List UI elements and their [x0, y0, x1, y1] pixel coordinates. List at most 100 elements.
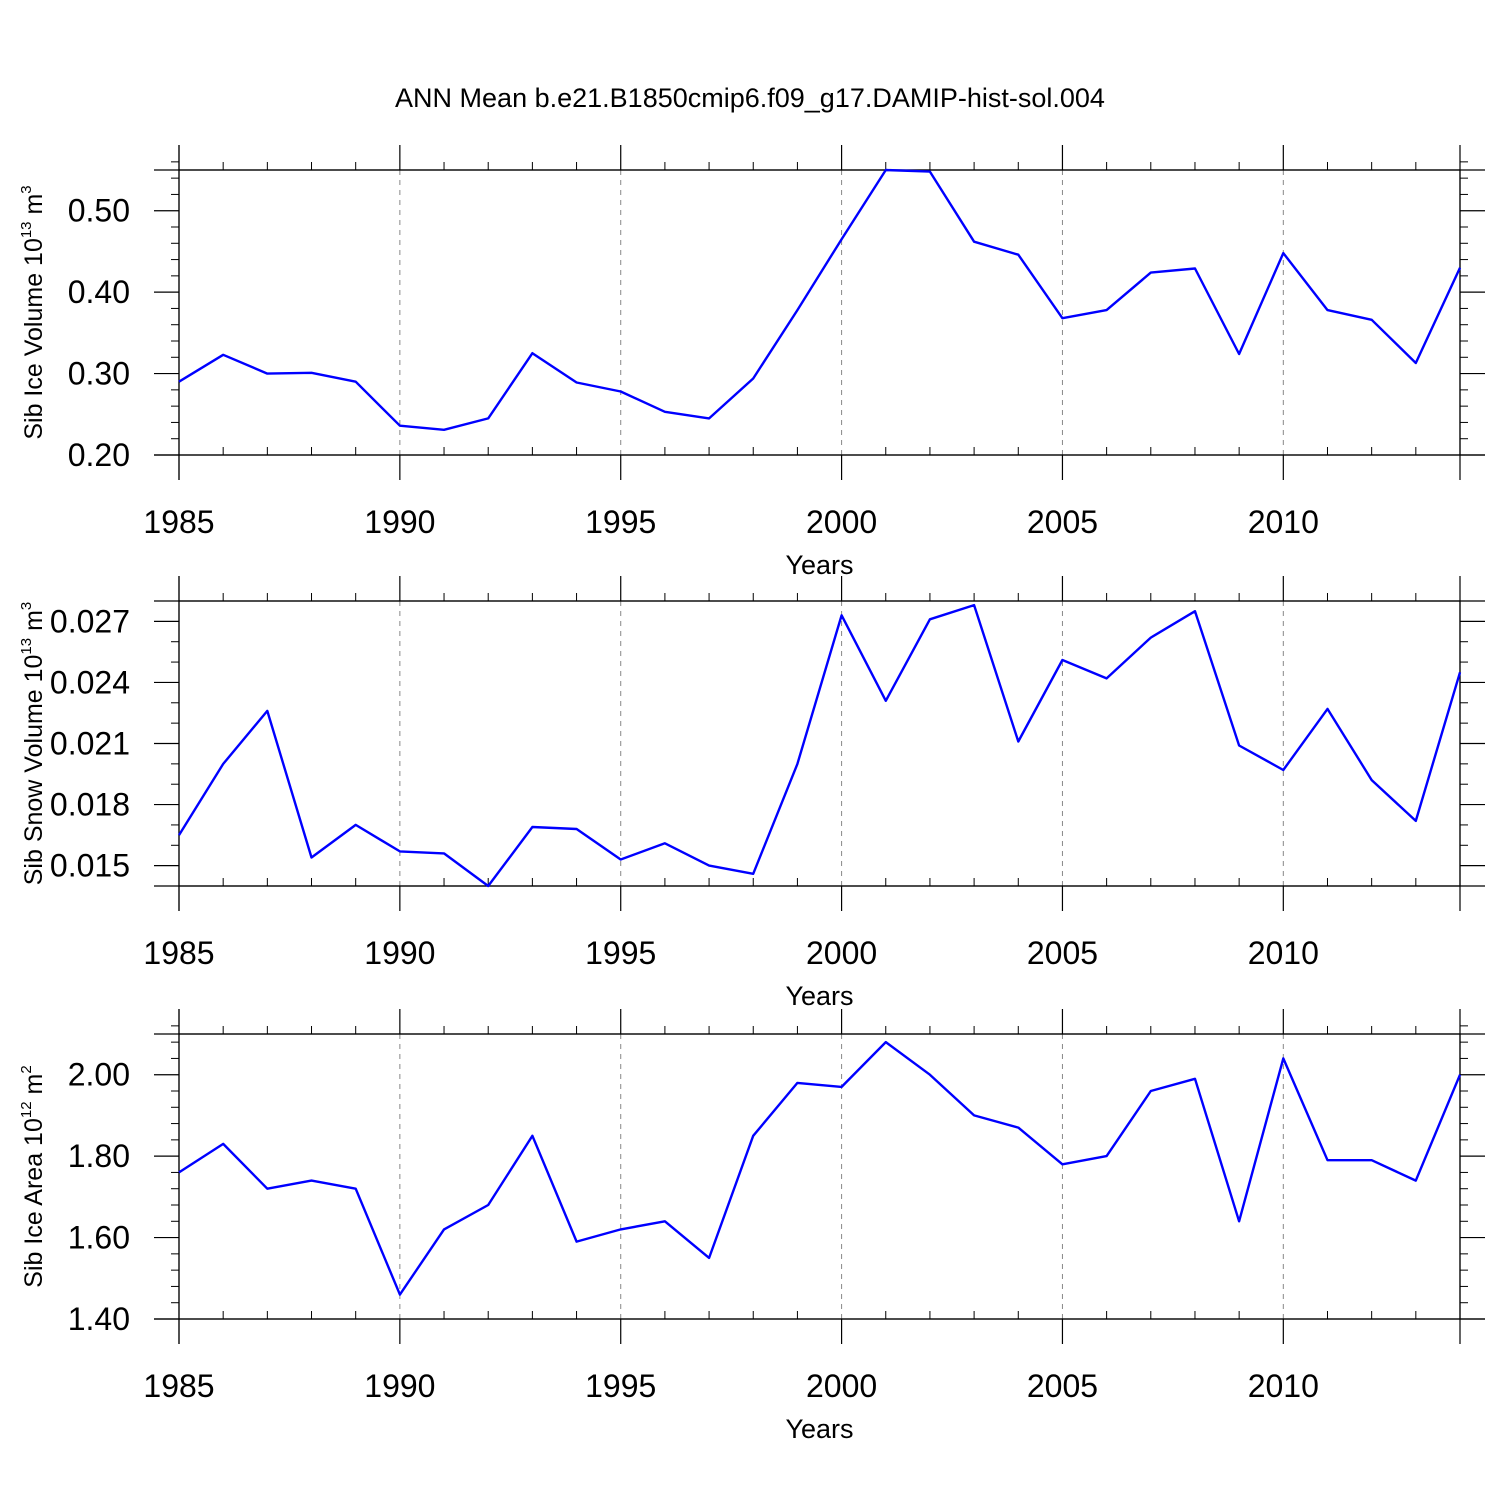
data-point [840, 613, 844, 617]
data-point [575, 1240, 579, 1244]
data-point [884, 1040, 888, 1044]
data-point [1325, 707, 1329, 711]
plot-frame [178, 169, 1461, 456]
panel-ice-area: 1985 1990 1995 2000 2005 2010 1.40 1.60 1.80 2.00… [18, 1009, 1485, 1444]
panel-ice-volume: 1985 1990 1995 2000 2005 2010 0.20 0.30 0.40 0.50… [18, 145, 1485, 580]
data-point [265, 372, 269, 376]
data-point [442, 851, 446, 855]
x-axis-label: Years [785, 1414, 853, 1444]
data-point [751, 1134, 755, 1138]
y-axis-label: Sib Ice Area 1012 m2 [18, 1065, 48, 1287]
data-point [1414, 819, 1418, 823]
data-point [619, 858, 623, 862]
y-axis-label: Sib Snow Volume 1013 m3 [18, 602, 48, 886]
data-point [354, 380, 358, 384]
data-point [177, 1170, 181, 1174]
y-tick-label: 0.024 [50, 664, 130, 700]
panel-snow-volume: 1985 1990 1995 2000 2005 2010 0.015 0.018 0.021 0… [18, 576, 1485, 1011]
data-point [1193, 1077, 1197, 1081]
x-tick-label: 1985 [143, 1368, 214, 1404]
y-tick-label: 1.40 [68, 1301, 130, 1337]
y-tick-label: 0.40 [68, 274, 130, 310]
data-point [972, 240, 976, 244]
data-point [310, 856, 314, 860]
y-tick-label: 0.20 [68, 437, 130, 473]
data-point [1325, 308, 1329, 312]
data-point [1370, 778, 1374, 782]
data-point [1237, 1219, 1241, 1223]
data-point [530, 825, 534, 829]
y-tick-label: 0.30 [68, 356, 130, 392]
data-point [1237, 744, 1241, 748]
y-tick-label: 0.015 [50, 848, 130, 884]
data-point [928, 1073, 932, 1077]
data-point [972, 603, 976, 607]
data-point [795, 1081, 799, 1085]
data-point [663, 1219, 667, 1223]
x-tick-label: 2000 [806, 504, 877, 540]
data-point [1060, 658, 1064, 662]
data-point [221, 762, 225, 766]
data-point [663, 841, 667, 845]
y-axis-label-unit-exponent: 2 [18, 1065, 35, 1073]
y-axis-label-unit-exponent: 3 [18, 602, 35, 610]
plot-frame [178, 1033, 1461, 1320]
panels: 1985 1990 1995 2000 2005 2010 0.20 0.30 0.40 0.50… [18, 145, 1485, 1444]
y-tick-label: 2.00 [68, 1057, 130, 1093]
data-point [1458, 266, 1462, 270]
data-point [619, 389, 623, 393]
y-tick-label: 0.50 [68, 193, 130, 229]
data-point [840, 237, 844, 241]
data-point [884, 168, 888, 172]
data-point [928, 617, 932, 621]
x-tick-label: 1995 [585, 935, 656, 971]
y-tick-label: 0.021 [50, 726, 130, 762]
x-tick-label: 1990 [364, 1368, 435, 1404]
x-tick-label: 2010 [1248, 1368, 1319, 1404]
data-point [1149, 271, 1153, 275]
data-point [795, 762, 799, 766]
y-axis-label-unit: m [20, 194, 48, 222]
x-tick-label: 2010 [1248, 935, 1319, 971]
data-point [354, 823, 358, 827]
data-point [1414, 1179, 1418, 1183]
x-tick-label: 2000 [806, 935, 877, 971]
data-point [265, 1187, 269, 1191]
x-axis-label: Years [785, 981, 853, 1011]
y-tick-label: 0.027 [50, 603, 130, 639]
data-point [840, 1085, 844, 1089]
x-tick-label: 2000 [806, 1368, 877, 1404]
x-tick-label: 2010 [1248, 504, 1319, 540]
y-axis-label-unit-exponent: 3 [18, 185, 35, 193]
data-point [1149, 636, 1153, 640]
y-axis-label-exponent: 13 [18, 638, 35, 655]
data-point [1149, 1089, 1153, 1093]
data-point [928, 170, 932, 174]
x-tick-label: 1990 [364, 935, 435, 971]
data-point [1414, 361, 1418, 365]
data-point [310, 1179, 314, 1183]
data-point [221, 353, 225, 357]
data-point [663, 410, 667, 414]
data-point [707, 416, 711, 420]
data-point [265, 709, 269, 713]
data-point [1016, 739, 1020, 743]
data-point [751, 872, 755, 876]
data-point [751, 376, 755, 380]
data-point [884, 699, 888, 703]
data-point [1370, 1158, 1374, 1162]
x-tick-label: 2005 [1027, 935, 1098, 971]
x-tick-label: 1985 [143, 504, 214, 540]
data-point [795, 308, 799, 312]
data-point [530, 1134, 534, 1138]
data-point [1458, 670, 1462, 674]
y-axis-label-text: Sib Ice Area 10 [20, 1118, 48, 1288]
data-point [1370, 318, 1374, 322]
data-point [442, 428, 446, 432]
y-axis-label: Sib Ice Volume 1013 m3 [18, 185, 48, 439]
x-tick-label: 1995 [585, 1368, 656, 1404]
x-tick-label: 2005 [1027, 504, 1098, 540]
data-point [1458, 1073, 1462, 1077]
data-point [442, 1227, 446, 1231]
data-point [707, 1256, 711, 1260]
